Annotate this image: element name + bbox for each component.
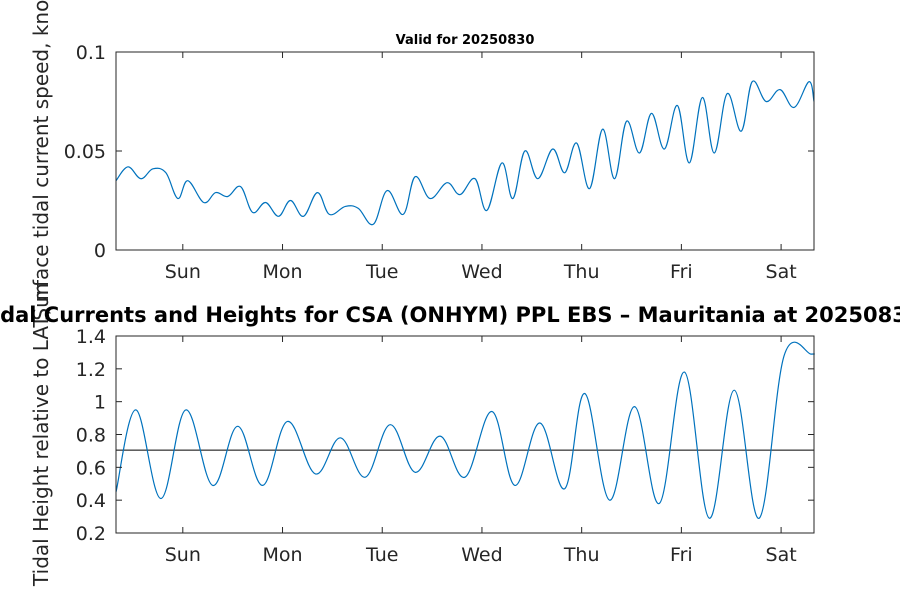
x-tick-label: Thu (563, 544, 600, 566)
y-tick-label: 0.1 (76, 42, 106, 64)
y-tick-label: 0.6 (76, 457, 106, 479)
x-tick-label: Mon (262, 261, 302, 283)
x-tick-label: Fri (670, 261, 693, 283)
x-tick-label: Mon (262, 544, 302, 566)
y-tick-label: 1.2 (76, 359, 106, 381)
y-tick-label: 1.4 (76, 326, 106, 348)
chart-title: Tidal Currents and Heights for CSA (ONHY… (0, 303, 900, 327)
chart-title: Valid for 20250830 (396, 33, 535, 48)
x-tick-label: Sat (766, 261, 797, 283)
chart-tidal-height: Sun Mon Tue Wed Thu Fri Sat 0.2 0.4 0.6 0.8 1 1.2 1.4… (0, 283, 900, 587)
plot-area (116, 336, 814, 533)
y-tick-label: 0.05 (64, 141, 106, 163)
x-tick-label: Wed (461, 544, 502, 566)
plot-area (116, 52, 814, 250)
y-tick-label: 0.2 (76, 523, 106, 545)
x-tick-label: Wed (461, 261, 502, 283)
x-tick-label: Sat (766, 544, 797, 566)
series-line (115, 80, 815, 226)
x-tick-label: Tue (365, 544, 398, 566)
chart-current-speed: Sun Mon Tue Wed Thu Fri Sat 0 0.05 0.1 Surface tid… (29, 0, 815, 321)
y-tick-label: 1 (94, 392, 106, 414)
y-axis-title: Tidal Height relative to LAT, m (29, 283, 53, 587)
y-axis-title: Surface tidal current speed, knots (29, 0, 53, 321)
y-tick-label: 0.4 (76, 490, 106, 512)
x-tick-label: Fri (670, 544, 693, 566)
x-tick-label: Sun (165, 544, 201, 566)
x-tick-label: Tue (365, 261, 398, 283)
y-tick-label: 0.8 (76, 425, 106, 447)
series-line (115, 341, 815, 519)
x-tick-label: Sun (165, 261, 201, 283)
y-tick-label: 0 (94, 240, 106, 262)
x-tick-label: Thu (563, 261, 600, 283)
